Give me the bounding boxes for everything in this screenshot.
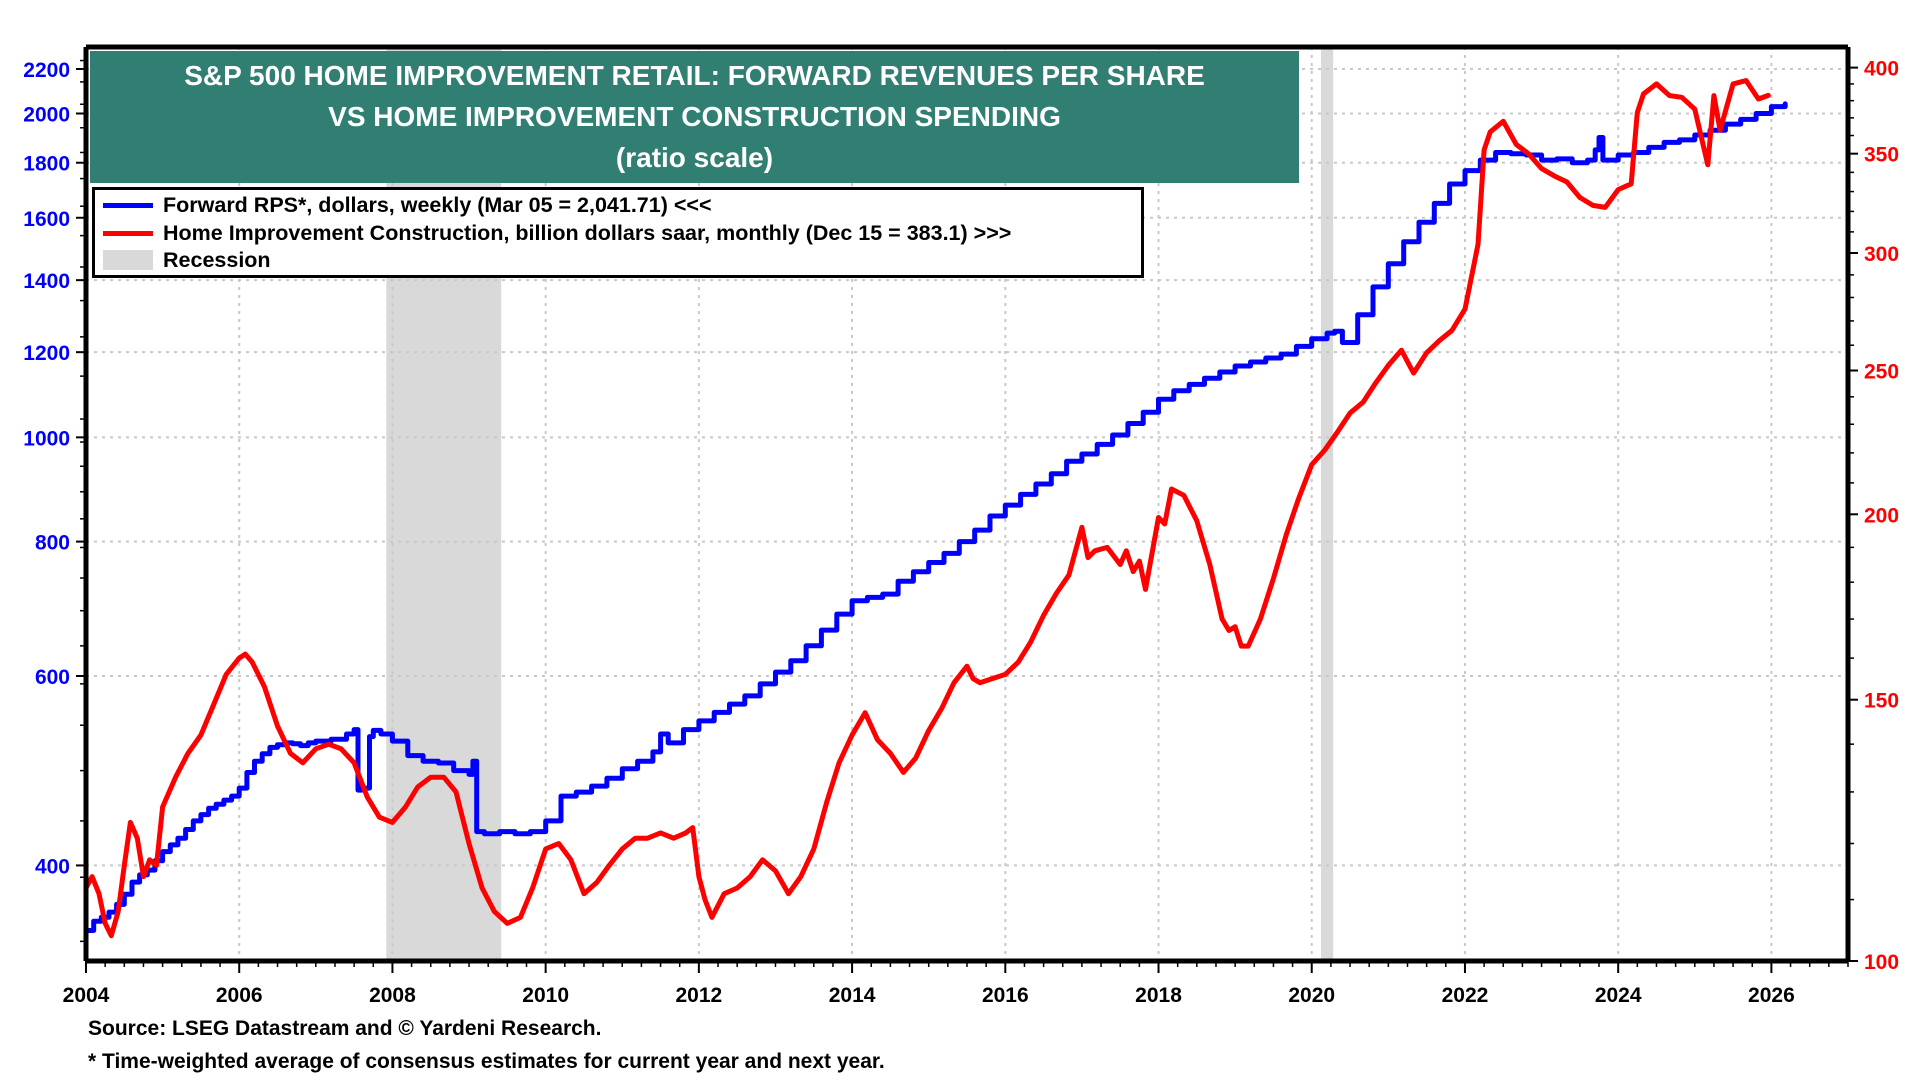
x-tick-label: 2018 bbox=[1135, 984, 1182, 1007]
chart-title: S&P 500 HOME IMPROVEMENT RETAIL: FORWARD… bbox=[90, 51, 1299, 183]
title-line-3: (ratio scale) bbox=[615, 142, 774, 173]
source-note: Source: LSEG Datastream and © Yardeni Re… bbox=[88, 1017, 602, 1040]
series-forward-rps-line bbox=[83, 101, 1788, 933]
x-tick-label: 2014 bbox=[829, 984, 876, 1007]
x-tick-label: 2020 bbox=[1288, 984, 1335, 1007]
x-tick-label: 2022 bbox=[1442, 984, 1489, 1007]
y-left-tick-label: 1600 bbox=[23, 208, 70, 231]
x-tick-label: 2012 bbox=[676, 984, 723, 1007]
legend: Forward RPS*, dollars, weekly (Mar 05 = … bbox=[92, 187, 1144, 278]
recession-bands bbox=[386, 47, 1334, 961]
axes bbox=[76, 44, 1858, 973]
x-tick-label: 2004 bbox=[63, 984, 110, 1007]
series-home-improvement-line bbox=[83, 78, 1771, 939]
legend-swatch-gray bbox=[103, 250, 153, 270]
legend-item-recession: Recession bbox=[103, 247, 271, 273]
legend-item-home-improvement: Home Improvement Construction, billion d… bbox=[103, 220, 1011, 246]
y-left-tick-label: 600 bbox=[35, 666, 70, 689]
legend-swatch-red bbox=[103, 230, 153, 236]
y-left-tick-label: 2200 bbox=[23, 59, 70, 82]
y-left-tick-label: 1800 bbox=[23, 153, 70, 176]
series-lines bbox=[83, 78, 1788, 939]
x-tick-label: 2010 bbox=[522, 984, 569, 1007]
x-tick-label: 2024 bbox=[1595, 984, 1642, 1007]
x-tick-label: 2006 bbox=[216, 984, 263, 1007]
legend-item-forward-rps: Forward RPS*, dollars, weekly (Mar 05 = … bbox=[103, 192, 712, 218]
gridlines bbox=[86, 47, 1848, 961]
y-left-tick-label: 1200 bbox=[23, 342, 70, 365]
x-tick-label: 2026 bbox=[1748, 984, 1795, 1007]
y-right-tick-label: 150 bbox=[1864, 690, 1899, 713]
y-left-tick-label: 400 bbox=[35, 855, 70, 878]
y-right-tick-label: 400 bbox=[1864, 58, 1899, 81]
legend-label: Recession bbox=[163, 247, 271, 272]
y-right-tick-label: 200 bbox=[1864, 504, 1899, 527]
y-left-tick-label: 2000 bbox=[23, 104, 70, 127]
title-line-1: S&P 500 HOME IMPROVEMENT RETAIL: FORWARD… bbox=[184, 60, 1205, 91]
title-line-2: VS HOME IMPROVEMENT CONSTRUCTION SPENDIN… bbox=[328, 101, 1061, 132]
tick-labels: 2004 2006 2008 2010 2012 2014 2016 2018 2020 2022… bbox=[23, 58, 1899, 1007]
y-right-tick-label: 300 bbox=[1864, 243, 1899, 266]
footnote: * Time-weighted average of consensus est… bbox=[88, 1050, 885, 1073]
legend-label: Home Improvement Construction, billion d… bbox=[163, 220, 1012, 245]
y-right-tick-label: 250 bbox=[1864, 361, 1899, 384]
x-tick-label: 2016 bbox=[982, 984, 1029, 1007]
recession-band bbox=[1320, 47, 1334, 961]
legend-swatch-blue bbox=[103, 202, 153, 208]
y-left-tick-label: 1400 bbox=[23, 270, 70, 293]
y-right-tick-label: 350 bbox=[1864, 144, 1899, 167]
x-tick-label: 2008 bbox=[369, 984, 416, 1007]
y-right-tick-label: 100 bbox=[1864, 951, 1899, 974]
recession-band bbox=[386, 47, 502, 961]
y-left-tick-label: 1000 bbox=[23, 427, 70, 450]
y-left-tick-label: 800 bbox=[35, 532, 70, 555]
legend-label: Forward RPS*, dollars, weekly (Mar 05 = … bbox=[163, 192, 712, 217]
